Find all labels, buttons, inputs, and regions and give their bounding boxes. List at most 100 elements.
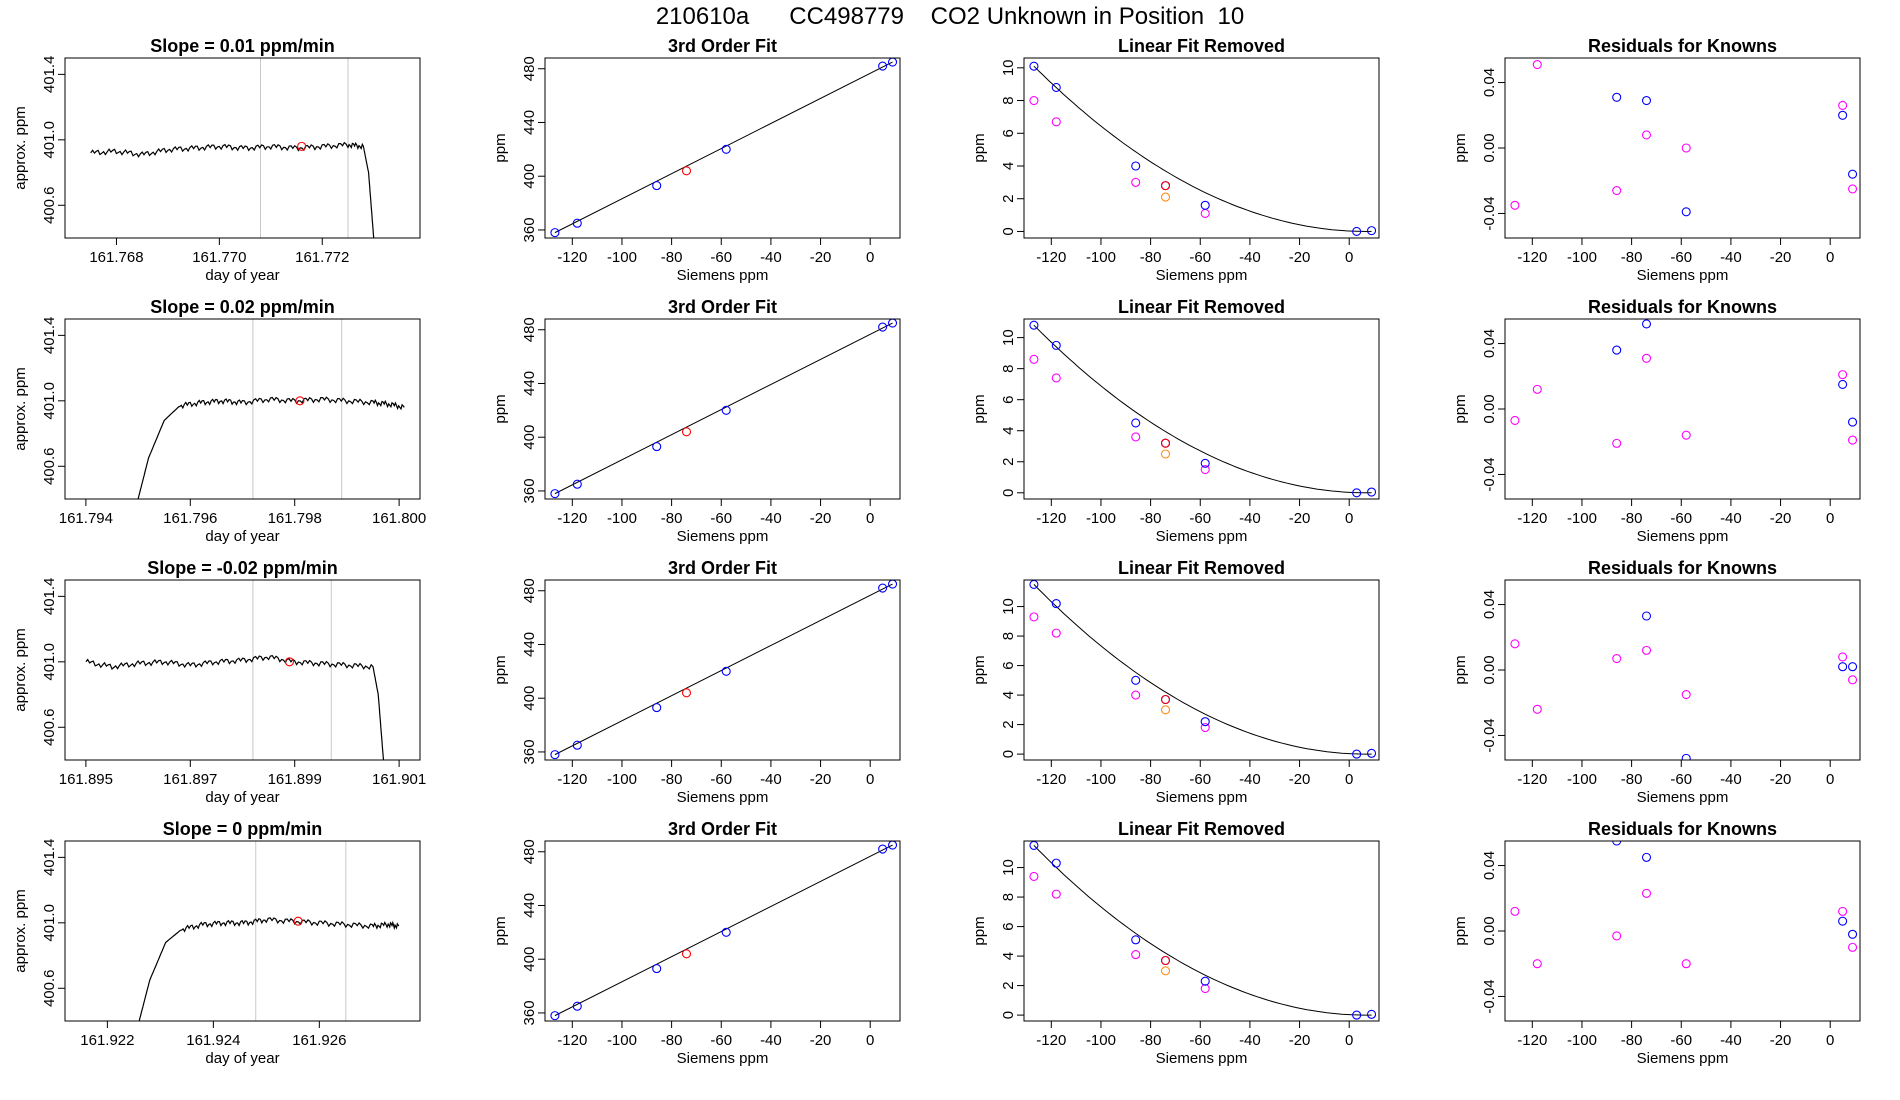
x-tick-label: -20 [1289, 249, 1311, 266]
x-tick-label: 0 [1826, 1032, 1834, 1049]
plot-area [90, 58, 375, 238]
x-axis-label: day of year [205, 789, 279, 806]
panel-r3-c3: Residuals for Knowns -120 -100 -80 -60 -40 -20… [1452, 819, 1861, 1067]
y-tick-label: 8 [1000, 632, 1017, 640]
x-axis-label: Siemens ppm [677, 789, 769, 806]
x-tick-label: -80 [1621, 771, 1643, 788]
y-tick-label: 400.6 [41, 708, 58, 746]
y-tick-label: -0.04 [1481, 718, 1498, 752]
x-tick-label: -60 [1189, 771, 1211, 788]
plot-area [1029, 61, 1377, 237]
y-axis-label: approx. ppm [12, 106, 29, 189]
x-tick-label: -100 [1086, 249, 1116, 266]
known-point [1848, 417, 1858, 427]
y-tick-label: 10 [1000, 59, 1017, 76]
y-tick-label: 360 [521, 217, 538, 242]
known-point [888, 841, 898, 850]
x-tick-label: 161.897 [163, 771, 217, 788]
x-tick-label: -60 [1670, 1032, 1692, 1049]
y-tick-label: 10 [1000, 859, 1017, 876]
plot-frame [544, 579, 901, 761]
fit-curve [1033, 845, 1372, 1016]
x-tick-label: -120 [1036, 510, 1066, 527]
y-tick-label: 401.4 [41, 317, 58, 355]
x-tick-label: -60 [1670, 510, 1692, 527]
known-point [1848, 169, 1858, 179]
fit-line [554, 583, 893, 756]
plot-area [550, 841, 898, 1021]
known-point [721, 144, 731, 154]
fit-curve [1033, 324, 1372, 494]
known-point [1200, 200, 1210, 210]
known-point-alt [1051, 373, 1061, 383]
x-axis-label: Siemens ppm [1156, 1050, 1248, 1067]
y-tick-label: 0.04 [1481, 590, 1498, 619]
page-title: 210610a CC498779 CO2 Unknown in Position… [655, 3, 1245, 30]
y-axis-label: approx. ppm [12, 628, 29, 711]
x-tick-label: -40 [1239, 510, 1261, 527]
known-point-alt [1681, 689, 1691, 700]
x-tick-label: -80 [661, 771, 683, 788]
known-point [1200, 458, 1210, 468]
y-tick-label: 0.04 [1481, 68, 1498, 97]
y-axis-label: approx. ppm [12, 367, 29, 450]
known-point-alt [1131, 950, 1141, 960]
x-tick-label: -100 [607, 771, 637, 788]
panel-r0-c0: Slope = 0.01 ppm/min 161.768 161.770 161.77… [12, 36, 421, 284]
y-axis-label: ppm [1452, 655, 1469, 684]
known-point [652, 442, 662, 452]
x-tick-label: -80 [661, 510, 683, 527]
x-tick-label: 0 [866, 249, 874, 266]
x-tick-label: -120 [557, 1032, 587, 1049]
x-tick-label: -120 [1517, 1032, 1547, 1049]
known-point-alt [1131, 432, 1141, 442]
plot-frame [64, 318, 421, 500]
x-tick-label: -120 [557, 510, 587, 527]
panel-title: 3rd Order Fit [668, 819, 777, 839]
known-point-alt [1838, 370, 1848, 380]
x-tick-label: 0 [866, 1032, 874, 1049]
x-tick-label: -60 [1670, 249, 1692, 266]
known-point [1681, 753, 1691, 760]
panel-title: 3rd Order Fit [668, 297, 777, 317]
x-tick-label: -100 [1567, 249, 1597, 266]
plot-area [137, 319, 405, 499]
x-axis-label: Siemens ppm [677, 267, 769, 284]
unknown-point [1160, 181, 1171, 191]
x-tick-label: -20 [1289, 1032, 1311, 1049]
x-tick-label: -20 [1770, 771, 1792, 788]
plot-area [138, 841, 400, 1021]
known-point [652, 181, 662, 191]
panel-r1-c2: Linear Fit Removed -120 -100 -80 -60 -40 -20 0 0… [971, 297, 1380, 545]
plot-frame [1023, 57, 1380, 239]
x-axis-label: Siemens ppm [1637, 528, 1729, 545]
plot-frame [1504, 579, 1861, 761]
x-tick-label: 161.922 [80, 1032, 134, 1049]
known-point [1612, 841, 1622, 846]
known-point-alt [1200, 983, 1210, 994]
known-point [1838, 916, 1848, 926]
x-tick-label: -80 [1621, 249, 1643, 266]
series-line [138, 917, 400, 1021]
known-point-alt [1612, 931, 1622, 941]
known-point [1051, 599, 1061, 609]
known-point [1641, 852, 1652, 862]
x-tick-label: -80 [1140, 249, 1162, 266]
known-point-alt [1051, 117, 1061, 127]
x-tick-label: 161.926 [292, 1032, 346, 1049]
known-point-alt [1200, 464, 1210, 475]
panel-title: Slope = 0.01 ppm/min [150, 36, 335, 56]
x-tick-label: 0 [1826, 249, 1834, 266]
y-tick-label: 401.4 [41, 839, 58, 877]
known-point [652, 964, 662, 974]
fit-curve [1033, 65, 1372, 233]
plot-frame [1504, 840, 1861, 1022]
panel-title: Linear Fit Removed [1118, 297, 1285, 317]
x-axis-label: day of year [205, 1050, 279, 1067]
plot-frame [1023, 579, 1380, 761]
known-point-alt [1532, 959, 1542, 969]
y-tick-label: 0 [1000, 227, 1017, 235]
x-tick-label: -20 [810, 771, 832, 788]
x-tick-label: -120 [1517, 249, 1547, 266]
x-tick-label: -40 [760, 771, 782, 788]
